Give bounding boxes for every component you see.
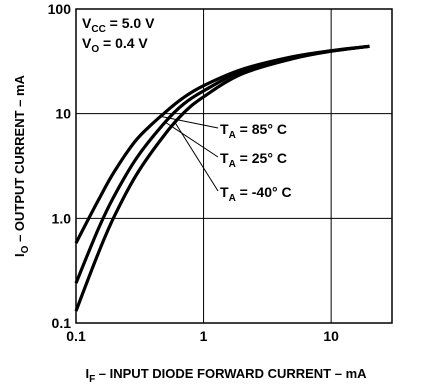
series-label-85c: TA = 85° C (220, 121, 287, 141)
y-tick-label: 0.1 (52, 315, 72, 331)
y-axis-label: IO – OUTPUT CURRENT – mA (12, 74, 31, 256)
x-tick-label: 1 (200, 328, 208, 344)
leader-25c (164, 121, 219, 158)
condition-vo: VO = 0.4 V (82, 35, 148, 55)
y-tick-label: 1.0 (52, 210, 72, 226)
y-tick-labels: 0.1 1.0 10 100 (48, 1, 72, 331)
curve-minus40c (74, 44, 370, 312)
y-tick-label: 100 (48, 1, 72, 17)
leader-minus40c (174, 122, 219, 192)
plot-frame (75, 8, 393, 324)
curve-85c (74, 44, 370, 244)
x-axis-label: IF – INPUT DIODE FORWARD CURRENT – mA (85, 366, 367, 385)
x-tick-label: 10 (323, 328, 339, 344)
label-leaders (159, 115, 219, 192)
x-tick-labels: 0.1 1 10 (66, 328, 339, 344)
series-label-25c: TA = 25° C (220, 150, 287, 170)
leader-85c (159, 115, 219, 129)
series-label-minus40c: TA = -40° C (220, 184, 292, 204)
x-tick-label: 0.1 (66, 328, 86, 344)
condition-vcc: VCC = 5.0 V (82, 15, 155, 35)
y-tick-label: 10 (55, 106, 71, 122)
curves (74, 44, 370, 312)
